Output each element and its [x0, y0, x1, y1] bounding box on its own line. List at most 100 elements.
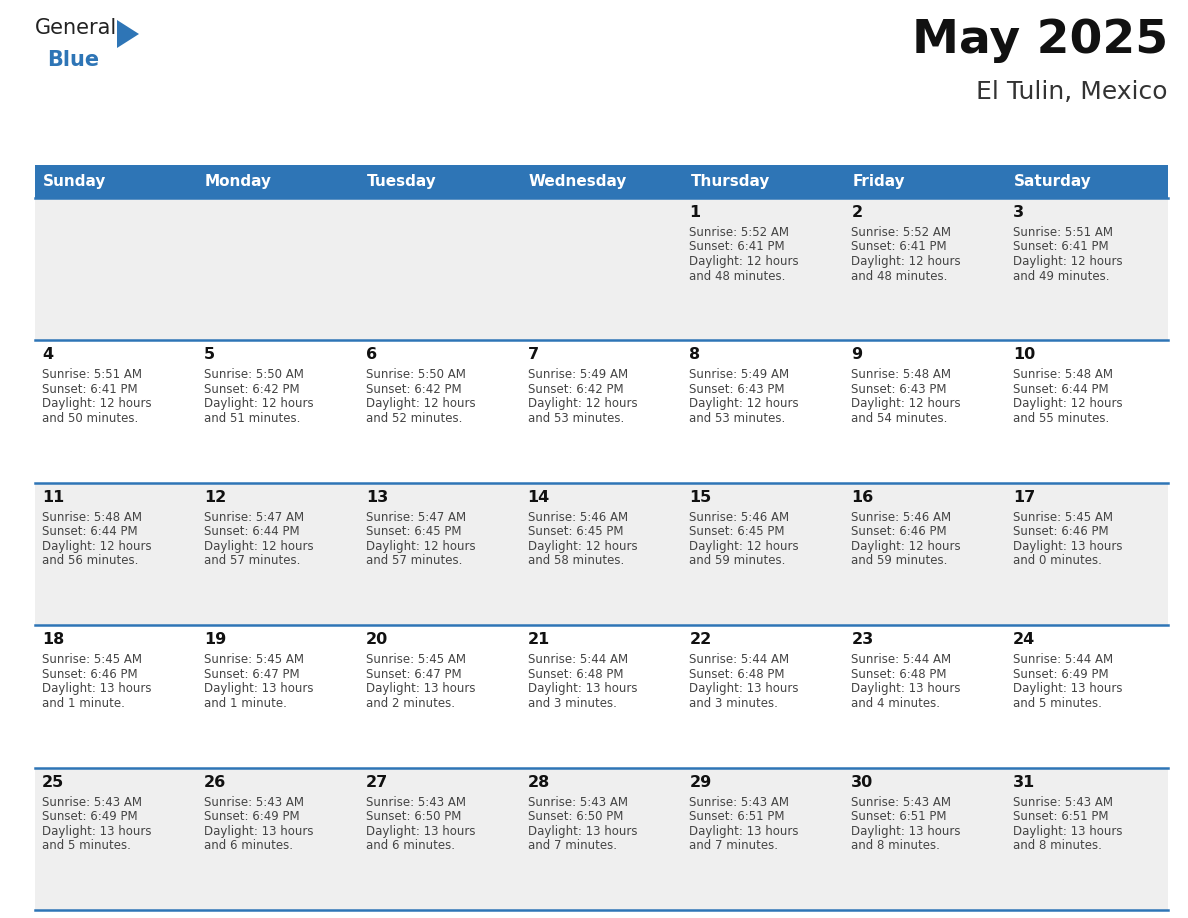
Text: and 53 minutes.: and 53 minutes. — [689, 412, 785, 425]
Text: Daylight: 12 hours: Daylight: 12 hours — [1013, 397, 1123, 410]
Bar — [359, 198, 520, 341]
Text: Daylight: 12 hours: Daylight: 12 hours — [204, 397, 314, 410]
Text: 19: 19 — [204, 633, 226, 647]
Text: and 6 minutes.: and 6 minutes. — [366, 839, 455, 852]
Text: 3: 3 — [1013, 205, 1024, 220]
Text: Sunset: 6:50 PM: Sunset: 6:50 PM — [366, 810, 461, 823]
Text: 22: 22 — [689, 633, 712, 647]
Text: Sunset: 6:47 PM: Sunset: 6:47 PM — [366, 667, 461, 681]
Text: 17: 17 — [1013, 490, 1036, 505]
Bar — [682, 767, 845, 910]
Text: Daylight: 12 hours: Daylight: 12 hours — [689, 540, 800, 553]
Bar — [1006, 341, 1168, 483]
Text: Sunrise: 5:43 AM: Sunrise: 5:43 AM — [366, 796, 466, 809]
Text: Sunset: 6:51 PM: Sunset: 6:51 PM — [1013, 810, 1108, 823]
Text: General: General — [34, 18, 118, 38]
Text: and 55 minutes.: and 55 minutes. — [1013, 412, 1110, 425]
Text: 30: 30 — [852, 775, 873, 789]
Text: Sunrise: 5:44 AM: Sunrise: 5:44 AM — [527, 654, 627, 666]
Text: Sunset: 6:43 PM: Sunset: 6:43 PM — [852, 383, 947, 396]
Text: and 3 minutes.: and 3 minutes. — [527, 697, 617, 710]
Text: Sunrise: 5:45 AM: Sunrise: 5:45 AM — [366, 654, 466, 666]
Bar — [845, 483, 1006, 625]
Polygon shape — [116, 20, 139, 48]
Text: Sunset: 6:41 PM: Sunset: 6:41 PM — [689, 241, 785, 253]
Text: Sunset: 6:50 PM: Sunset: 6:50 PM — [527, 810, 623, 823]
Text: Daylight: 13 hours: Daylight: 13 hours — [42, 824, 152, 837]
Text: Monday: Monday — [204, 174, 272, 189]
Text: Sunrise: 5:43 AM: Sunrise: 5:43 AM — [852, 796, 952, 809]
Text: and 48 minutes.: and 48 minutes. — [689, 270, 785, 283]
Text: Sunrise: 5:47 AM: Sunrise: 5:47 AM — [366, 510, 466, 524]
Text: Sunrise: 5:46 AM: Sunrise: 5:46 AM — [689, 510, 790, 524]
Text: Wednesday: Wednesday — [529, 174, 627, 189]
Bar — [682, 483, 845, 625]
Bar — [520, 341, 682, 483]
Text: 9: 9 — [852, 347, 862, 363]
Text: Sunrise: 5:50 AM: Sunrise: 5:50 AM — [366, 368, 466, 381]
Text: Sunset: 6:42 PM: Sunset: 6:42 PM — [527, 383, 624, 396]
Text: and 1 minute.: and 1 minute. — [204, 697, 286, 710]
Text: Daylight: 12 hours: Daylight: 12 hours — [689, 255, 800, 268]
Text: and 54 minutes.: and 54 minutes. — [852, 412, 948, 425]
Text: Sunrise: 5:51 AM: Sunrise: 5:51 AM — [42, 368, 143, 381]
Text: Sunrise: 5:48 AM: Sunrise: 5:48 AM — [42, 510, 143, 524]
Bar — [682, 165, 845, 198]
Bar — [34, 165, 197, 198]
Text: Sunrise: 5:48 AM: Sunrise: 5:48 AM — [1013, 368, 1113, 381]
Text: and 2 minutes.: and 2 minutes. — [366, 697, 455, 710]
Text: Daylight: 13 hours: Daylight: 13 hours — [42, 682, 152, 695]
Text: Sunrise: 5:49 AM: Sunrise: 5:49 AM — [689, 368, 790, 381]
Text: and 53 minutes.: and 53 minutes. — [527, 412, 624, 425]
Text: 11: 11 — [42, 490, 64, 505]
Text: 6: 6 — [366, 347, 377, 363]
Bar — [1006, 625, 1168, 767]
Text: Sunset: 6:48 PM: Sunset: 6:48 PM — [689, 667, 785, 681]
Text: Daylight: 13 hours: Daylight: 13 hours — [1013, 540, 1123, 553]
Text: Daylight: 12 hours: Daylight: 12 hours — [527, 397, 637, 410]
Text: 14: 14 — [527, 490, 550, 505]
Text: Daylight: 13 hours: Daylight: 13 hours — [1013, 682, 1123, 695]
Text: and 51 minutes.: and 51 minutes. — [204, 412, 301, 425]
Text: and 6 minutes.: and 6 minutes. — [204, 839, 293, 852]
Text: Daylight: 13 hours: Daylight: 13 hours — [366, 682, 475, 695]
Bar — [520, 165, 682, 198]
Bar — [682, 341, 845, 483]
Bar — [682, 198, 845, 341]
Text: Daylight: 13 hours: Daylight: 13 hours — [852, 682, 961, 695]
Text: 2: 2 — [852, 205, 862, 220]
Text: 25: 25 — [42, 775, 64, 789]
Text: Sunrise: 5:44 AM: Sunrise: 5:44 AM — [852, 654, 952, 666]
Text: 15: 15 — [689, 490, 712, 505]
Text: Sunrise: 5:44 AM: Sunrise: 5:44 AM — [1013, 654, 1113, 666]
Text: Daylight: 13 hours: Daylight: 13 hours — [527, 824, 637, 837]
Bar — [1006, 767, 1168, 910]
Text: and 48 minutes.: and 48 minutes. — [852, 270, 948, 283]
Text: Sunset: 6:47 PM: Sunset: 6:47 PM — [204, 667, 299, 681]
Text: Sunset: 6:46 PM: Sunset: 6:46 PM — [42, 667, 138, 681]
Text: 13: 13 — [366, 490, 388, 505]
Text: Daylight: 12 hours: Daylight: 12 hours — [852, 255, 961, 268]
Text: Daylight: 13 hours: Daylight: 13 hours — [689, 682, 798, 695]
Text: Sunrise: 5:46 AM: Sunrise: 5:46 AM — [852, 510, 952, 524]
Text: 20: 20 — [366, 633, 388, 647]
Bar — [520, 767, 682, 910]
Text: and 58 minutes.: and 58 minutes. — [527, 554, 624, 567]
Bar — [1006, 165, 1168, 198]
Text: Daylight: 13 hours: Daylight: 13 hours — [527, 682, 637, 695]
Text: Daylight: 13 hours: Daylight: 13 hours — [689, 824, 798, 837]
Text: 4: 4 — [42, 347, 53, 363]
Text: Sunrise: 5:52 AM: Sunrise: 5:52 AM — [852, 226, 952, 239]
Text: Sunrise: 5:43 AM: Sunrise: 5:43 AM — [204, 796, 304, 809]
Bar — [359, 483, 520, 625]
Text: Daylight: 13 hours: Daylight: 13 hours — [204, 682, 314, 695]
Bar — [197, 767, 359, 910]
Text: Sunset: 6:48 PM: Sunset: 6:48 PM — [527, 667, 623, 681]
Text: and 3 minutes.: and 3 minutes. — [689, 697, 778, 710]
Text: and 0 minutes.: and 0 minutes. — [1013, 554, 1102, 567]
Text: Sunrise: 5:51 AM: Sunrise: 5:51 AM — [1013, 226, 1113, 239]
Text: 7: 7 — [527, 347, 538, 363]
Bar — [520, 625, 682, 767]
Text: Sunrise: 5:44 AM: Sunrise: 5:44 AM — [689, 654, 790, 666]
Text: Sunset: 6:48 PM: Sunset: 6:48 PM — [852, 667, 947, 681]
